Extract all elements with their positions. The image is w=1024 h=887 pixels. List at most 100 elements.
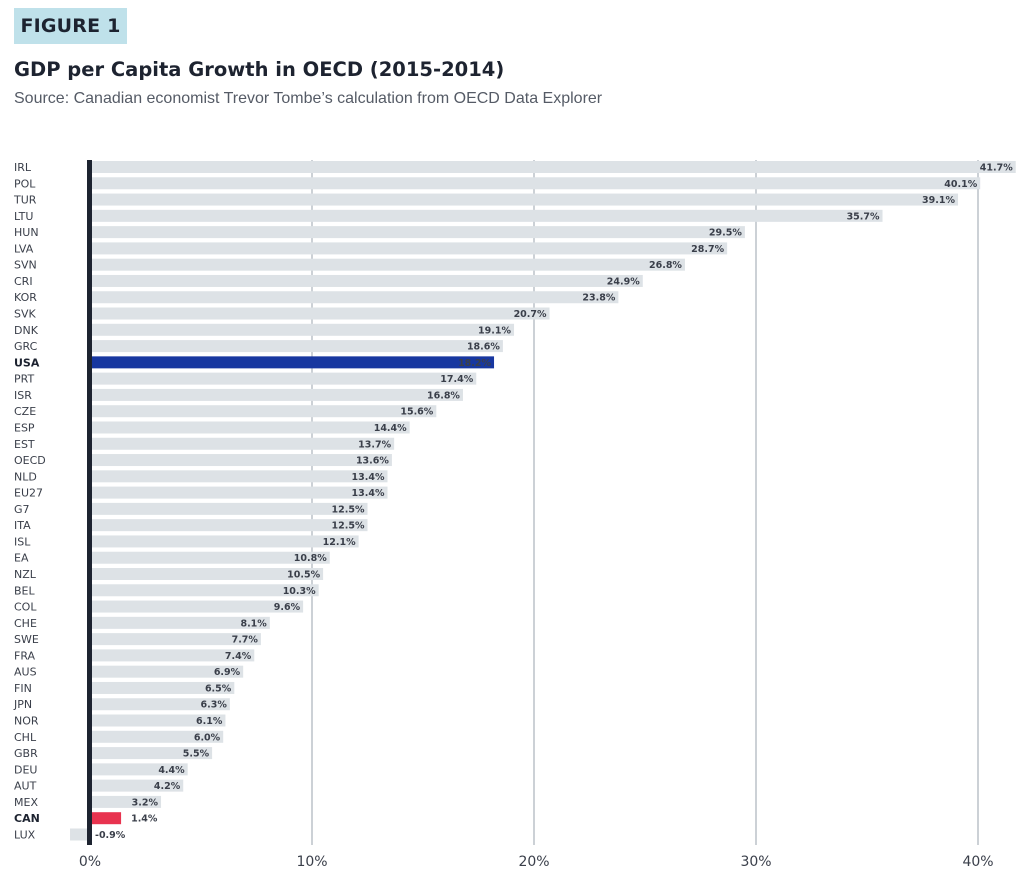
value-label: 20.7% <box>514 309 547 320</box>
bar-hun <box>90 226 745 239</box>
bar-svk <box>90 307 550 320</box>
value-label: 15.6% <box>400 407 433 418</box>
category-label: MEX <box>14 796 38 809</box>
bar-jpn <box>90 698 230 711</box>
bar-fra <box>90 649 255 662</box>
value-label: 40.1% <box>944 179 977 190</box>
category-label: CHL <box>14 731 37 744</box>
bar-usa <box>90 356 495 369</box>
category-label: ISL <box>14 535 31 548</box>
value-label: 3.2% <box>132 797 159 808</box>
bar-swe <box>90 633 261 646</box>
value-label: 8.1% <box>240 618 267 629</box>
bar-lux <box>70 828 90 841</box>
bar-est <box>90 437 395 450</box>
category-label: TUR <box>13 194 37 207</box>
category-label: EST <box>14 438 35 451</box>
bar-dnk <box>90 323 515 336</box>
category-label: FRA <box>14 649 36 662</box>
bar-bel <box>90 584 319 597</box>
bar-mex <box>90 795 162 808</box>
category-label: CRI <box>14 275 33 288</box>
category-label: NOR <box>14 715 39 728</box>
bar-ltu <box>90 209 883 222</box>
category-label: HUN <box>14 226 39 239</box>
value-label: 7.4% <box>225 651 252 662</box>
value-label: 10.3% <box>283 586 316 597</box>
value-label: 6.5% <box>205 683 232 694</box>
bar-kor <box>90 291 619 304</box>
value-label: 39.1% <box>922 195 955 206</box>
value-label: 29.5% <box>709 228 742 239</box>
bar-ea <box>90 551 330 564</box>
bar-col <box>90 600 304 613</box>
bar-can <box>90 812 122 825</box>
category-label: NLD <box>14 470 37 483</box>
value-label: 10.8% <box>294 553 327 564</box>
value-label: 18.2% <box>458 358 491 369</box>
value-label: 6.3% <box>201 700 228 711</box>
category-label: ISR <box>14 389 32 402</box>
value-label: 9.6% <box>274 602 301 613</box>
category-label: G7 <box>14 503 30 516</box>
category-label: SVN <box>14 259 37 272</box>
bar-nor <box>90 714 226 727</box>
bar-cri <box>90 274 643 287</box>
category-label: PRT <box>14 373 34 386</box>
value-label: 19.1% <box>478 325 511 336</box>
category-label: CHE <box>14 617 37 630</box>
zero-axis-line <box>87 160 92 845</box>
bar-svn <box>90 258 685 271</box>
category-label: JPN <box>13 698 32 711</box>
category-label: NZL <box>14 568 37 581</box>
value-label: 12.1% <box>323 537 356 548</box>
value-label: 1.4% <box>131 814 158 825</box>
value-label: 18.6% <box>467 342 500 353</box>
bar-ita <box>90 519 368 532</box>
x-tick-label: 10% <box>296 854 327 870</box>
category-label: DNK <box>14 324 39 337</box>
category-label: LTU <box>14 210 33 223</box>
category-label: OECD <box>14 454 46 467</box>
bar-gbr <box>90 747 213 760</box>
bar-pol <box>90 177 981 190</box>
bar-cze <box>90 405 437 418</box>
bar-grc <box>90 340 503 353</box>
value-label: 24.9% <box>607 276 640 287</box>
value-label: 6.9% <box>214 667 241 678</box>
value-label: 4.2% <box>154 781 181 792</box>
bar-prt <box>90 372 477 385</box>
bar-isl <box>90 535 359 548</box>
value-label: 28.7% <box>691 244 724 255</box>
bar-oecd <box>90 454 392 467</box>
category-label: COL <box>14 601 37 614</box>
value-label: 7.7% <box>232 635 259 646</box>
value-label: 41.7% <box>980 163 1013 174</box>
figure-label: FIGURE 1 <box>20 15 121 37</box>
category-label: POL <box>14 177 36 190</box>
chart-title: GDP per Capita Growth in OECD (2015-2014… <box>14 58 505 81</box>
category-label: BEL <box>14 584 35 597</box>
bar-che <box>90 616 270 629</box>
x-tick-label: 20% <box>518 854 549 870</box>
x-tick-label: 40% <box>962 854 993 870</box>
category-label: IRL <box>14 161 32 174</box>
value-label: -0.9% <box>95 830 126 841</box>
bar-nzl <box>90 568 324 580</box>
category-label: ITA <box>14 519 31 532</box>
value-label: 26.8% <box>649 260 682 271</box>
value-label: 12.5% <box>332 521 365 532</box>
category-label: KOR <box>14 291 37 304</box>
value-label: 13.4% <box>352 488 385 499</box>
value-label: 6.1% <box>196 716 223 727</box>
value-label: 13.7% <box>358 439 391 450</box>
category-label: GRC <box>14 340 38 353</box>
bar-g7 <box>90 502 368 515</box>
category-label: GBR <box>14 747 38 760</box>
figure-badge: FIGURE 1 <box>14 8 127 44</box>
category-label: EU27 <box>14 487 43 500</box>
bar-aus <box>90 665 244 678</box>
category-label: SWE <box>14 633 39 646</box>
category-label: EA <box>14 552 29 565</box>
